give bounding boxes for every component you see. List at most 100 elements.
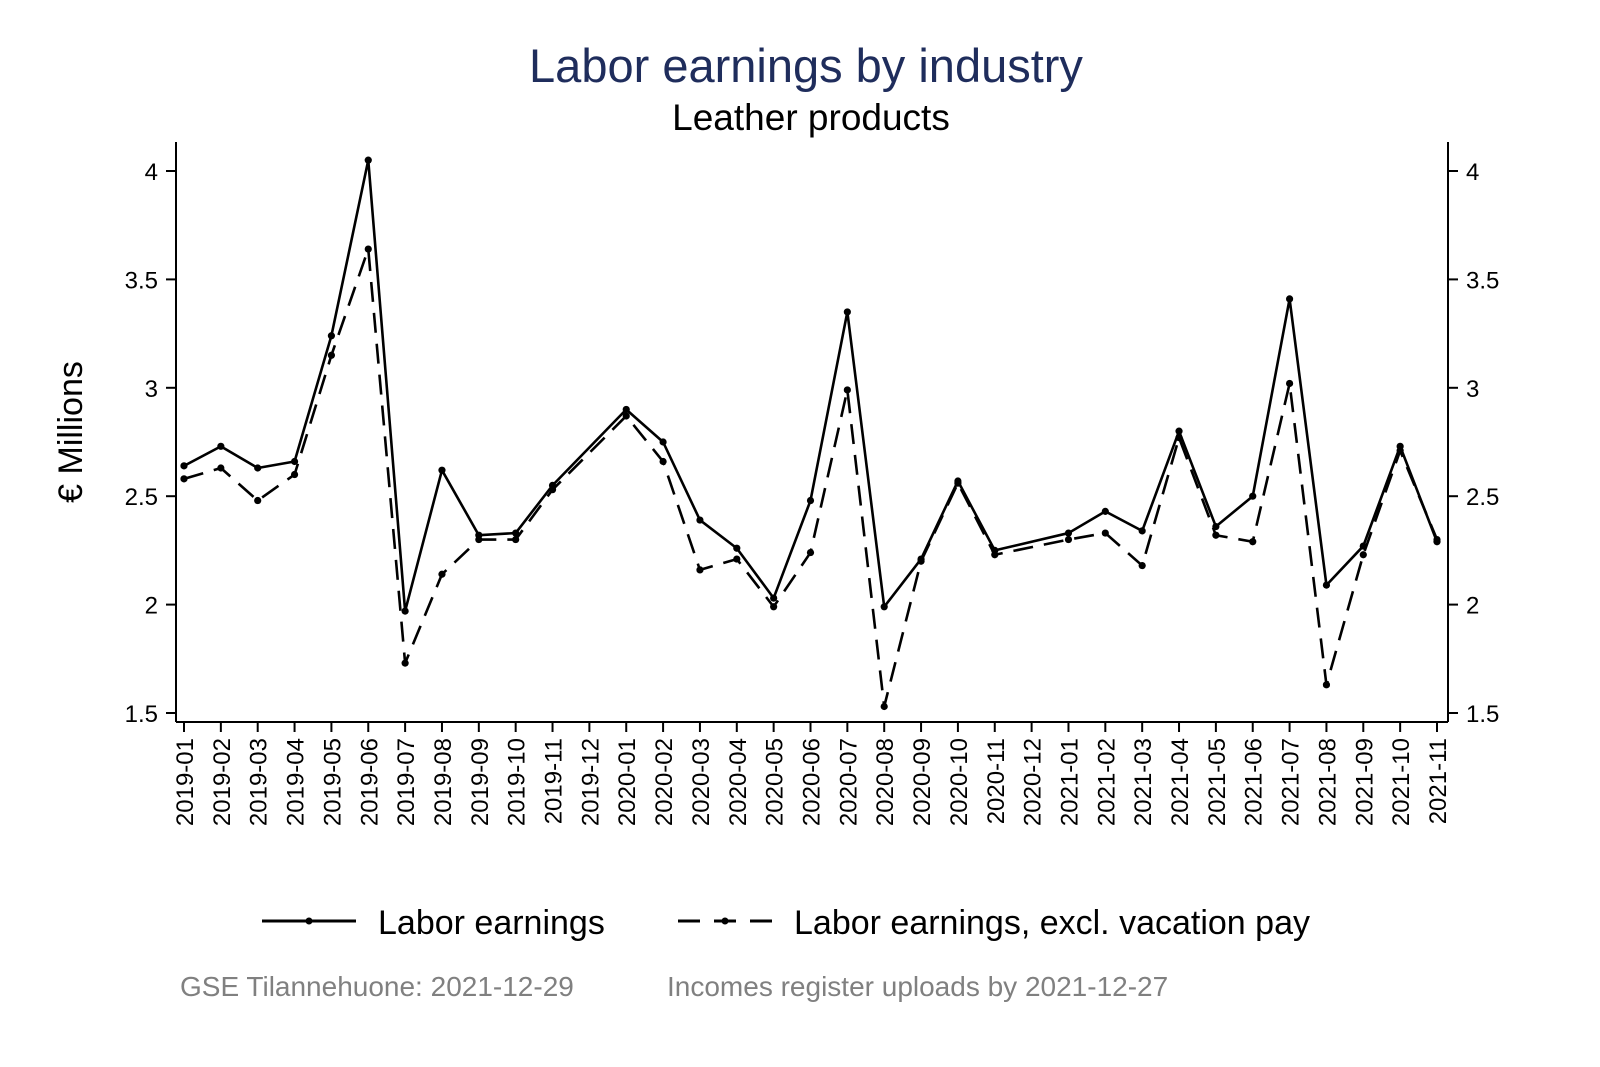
- x-tick-label: 2019-11: [541, 738, 568, 824]
- x-tick-label: 2020-06: [799, 738, 826, 826]
- data-point: [1322, 681, 1331, 689]
- data-point: [659, 457, 667, 466]
- y-tick-label-right: 2: [1466, 593, 1479, 620]
- data-point: [1064, 535, 1073, 544]
- x-tick-label: 2021-06: [1241, 738, 1268, 826]
- x-tick-label: 2020-07: [835, 738, 862, 826]
- data-point: [1285, 379, 1294, 388]
- data-point: [991, 551, 999, 559]
- data-point: [1138, 561, 1146, 570]
- data-point: [733, 555, 741, 563]
- x-tick-label: 2021-05: [1204, 738, 1231, 826]
- y-tick-label-left: 3: [145, 376, 158, 403]
- y-tick-label-right: 3.5: [1466, 267, 1499, 294]
- data-point: [254, 464, 262, 472]
- y-tick-label-left: 2: [145, 593, 158, 620]
- y-tick-label-left: 2.5: [125, 484, 158, 511]
- x-tick-label: 2021-08: [1314, 738, 1341, 826]
- y-tick-label-left: 3.5: [125, 267, 158, 294]
- x-tick-label: 2021-09: [1351, 738, 1378, 826]
- x-tick-label: 2019-10: [504, 738, 531, 826]
- x-tick-label: 2020-01: [614, 738, 641, 826]
- y-tick-label-right: 1.5: [1466, 701, 1499, 728]
- data-point: [1138, 527, 1146, 535]
- x-tick-label: 2019-01: [172, 738, 199, 826]
- x-tick-label: 2021-01: [1056, 738, 1083, 826]
- data-point: [843, 386, 851, 394]
- data-point: [217, 442, 225, 450]
- data-point: [622, 412, 630, 420]
- data-point: [1101, 507, 1109, 515]
- x-tick-label: 2020-05: [762, 738, 789, 826]
- data-point: [843, 308, 851, 316]
- x-tick-label: 2019-02: [209, 738, 236, 826]
- x-tick-label: 2021-04: [1167, 738, 1194, 826]
- x-tick-label: 2020-02: [651, 738, 678, 826]
- data-point: [880, 702, 888, 711]
- series-1: [180, 245, 1441, 711]
- data-point: [1101, 529, 1109, 537]
- data-point: [1212, 531, 1220, 539]
- x-tick-label: 2021-02: [1093, 738, 1120, 826]
- legend-item-labor-earnings-excl-vacation: Labor earnings, excl. vacation pay: [678, 904, 1310, 942]
- data-point: [696, 566, 704, 574]
- data-point: [1175, 427, 1183, 435]
- series-line-1: [183, 247, 1439, 708]
- y-axis-title: € Millions: [52, 361, 90, 503]
- x-tick-label: 2020-10: [946, 738, 973, 826]
- x-tick-label: 2021-10: [1388, 738, 1415, 826]
- data-point: [1064, 529, 1073, 537]
- data-point: [217, 464, 225, 472]
- legend-marker-dashed: [721, 917, 729, 925]
- x-tick-label: 2020-11: [983, 738, 1010, 824]
- y-tick-label-right: 4: [1466, 159, 1479, 186]
- series-layer: [180, 156, 1441, 711]
- chart-subtitle: Leather products: [672, 97, 950, 138]
- data-point: [438, 466, 446, 474]
- y-tick-label-right: 3: [1466, 376, 1479, 403]
- legend-marker-solid: [305, 917, 313, 925]
- data-point: [1285, 295, 1294, 303]
- note-upload-date: Incomes register uploads by 2021-12-27: [667, 971, 1168, 1002]
- data-point: [1433, 535, 1441, 544]
- chart-title: Labor earnings by industry: [529, 39, 1083, 92]
- data-point: [659, 438, 667, 446]
- data-point: [1322, 581, 1331, 589]
- data-point: [327, 351, 336, 359]
- data-point: [1249, 492, 1257, 500]
- data-point: [806, 548, 815, 557]
- x-tick-label: 2019-04: [283, 738, 310, 826]
- data-point: [1396, 447, 1404, 455]
- series-0: [180, 156, 1441, 615]
- data-point: [733, 544, 741, 552]
- data-point: [770, 594, 778, 602]
- y-tick-label-left: 4: [145, 159, 158, 186]
- x-tick-label: 2019-03: [246, 738, 273, 826]
- data-point: [806, 496, 815, 505]
- data-point: [954, 479, 962, 487]
- data-point: [1175, 434, 1183, 442]
- x-tick-label: 2020-04: [725, 738, 752, 826]
- x-tick-label: 2019-05: [319, 738, 346, 826]
- x-tick-label: 2021-11: [1425, 738, 1452, 824]
- series-line-0: [183, 158, 1439, 613]
- x-axis-ticks: 2019-01 2019-02 2019-03 2019-04 2019-05 2019-…: [172, 722, 1452, 826]
- x-tick-label: 2020-08: [872, 738, 899, 826]
- data-point: [180, 462, 188, 470]
- data-point: [290, 457, 299, 466]
- data-point: [880, 603, 888, 611]
- data-point: [327, 332, 336, 340]
- data-point: [254, 496, 262, 505]
- data-point: [770, 603, 778, 611]
- data-point: [1249, 538, 1257, 546]
- x-tick-label: 2019-08: [430, 738, 457, 826]
- x-tick-label: 2021-07: [1278, 738, 1305, 826]
- data-point: [696, 516, 704, 524]
- data-point: [401, 607, 409, 615]
- data-point: [917, 557, 925, 565]
- x-tick-label: 2020-03: [688, 738, 715, 826]
- legend-label-labor-earnings: Labor earnings: [378, 904, 605, 942]
- data-point: [475, 535, 483, 544]
- legend: Labor earnings Labor earnings, excl. vac…: [262, 904, 1310, 942]
